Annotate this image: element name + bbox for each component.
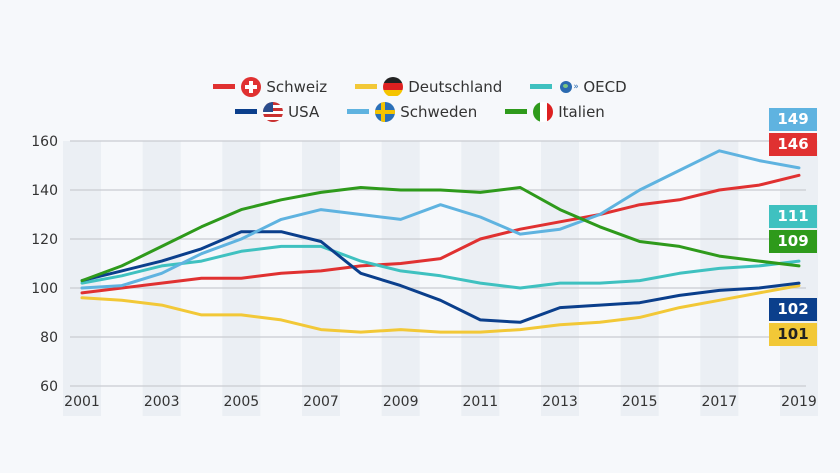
legend-swatch (235, 109, 258, 114)
oecd-flag-icon: » (558, 77, 578, 97)
legend-label: Schweden (400, 102, 478, 121)
column-stripe (700, 141, 739, 416)
ch-flag-icon (241, 76, 262, 97)
x-tick-label: 2003 (144, 394, 180, 410)
legend-swatch (347, 109, 370, 114)
series-line-schweiz (80, 173, 801, 295)
legend-row: Schweiz Deutschland » OECD (0, 74, 840, 99)
legend-label: Schweiz (266, 77, 328, 96)
legend-label: Deutschland (408, 77, 503, 96)
it-flag-icon (533, 101, 554, 122)
column-stripes (63, 141, 818, 416)
series-line-usa (80, 230, 801, 324)
x-tick-label: 2011 (463, 394, 499, 410)
legend-item-deutschland[interactable]: Deutschland (355, 76, 503, 97)
legend-item-schweiz[interactable]: Schweiz (213, 76, 328, 97)
legend-swatch (355, 84, 378, 89)
legend-item-italien[interactable]: Italien (505, 101, 605, 122)
legend-swatch (530, 84, 553, 89)
series-lines (80, 149, 801, 334)
series-line-schweden (80, 149, 801, 290)
x-tick-label: 2007 (303, 394, 339, 410)
x-tick-label: 2001 (64, 394, 100, 410)
de-flag-icon (383, 76, 404, 97)
y-tick-label: 100 (31, 281, 58, 297)
column-stripe (381, 141, 420, 416)
column-stripe (461, 141, 500, 416)
end-label-deutschland: 101 (769, 323, 817, 346)
y-tick-label: 60 (40, 379, 58, 395)
y-tick-label: 120 (31, 232, 58, 248)
legend-swatch (213, 84, 236, 89)
x-tick-label: 2015 (622, 394, 658, 410)
end-label-oecd: 111 (769, 205, 817, 228)
legend-swatch (505, 109, 528, 114)
x-tick-label: 2005 (224, 394, 260, 410)
legend: Schweiz Deutschland » OECD USA Schweden Italie… (0, 74, 840, 124)
y-axis-ticks: 60 80 100 120 140 160 (31, 134, 58, 395)
x-tick-label: 2009 (383, 394, 419, 410)
x-tick-label: 2017 (702, 394, 738, 410)
series-line-oecd (80, 244, 801, 290)
legend-item-schweden[interactable]: Schweden (347, 101, 478, 122)
x-axis-ticks: 2001 2003 2005 2007 2009 2011 2013 2015 2017 2019 (64, 394, 817, 410)
end-label-usa: 102 (769, 298, 817, 321)
legend-label: USA (288, 102, 320, 121)
column-stripe (541, 141, 579, 416)
y-tick-label: 80 (40, 330, 58, 346)
column-stripe (780, 141, 818, 416)
end-label-schweiz: 146 (769, 133, 817, 156)
end-label-schweden: 149 (769, 108, 817, 131)
legend-label: Italien (558, 102, 605, 121)
x-tick-label: 2019 (781, 394, 817, 410)
y-tick-label: 160 (31, 134, 58, 150)
legend-label: OECD (583, 77, 627, 96)
y-tick-label: 140 (31, 183, 58, 199)
legend-item-oecd[interactable]: » OECD (530, 77, 627, 97)
series-line-italien (80, 186, 801, 283)
legend-row: USA Schweden Italien (0, 99, 840, 124)
x-tick-label: 2013 (542, 394, 578, 410)
legend-item-usa[interactable]: USA (235, 101, 320, 122)
end-label-italien: 109 (769, 230, 817, 253)
us-flag-icon (263, 101, 284, 122)
column-stripe (302, 141, 340, 416)
series-line-deutschland (80, 284, 801, 334)
se-flag-icon (375, 101, 396, 122)
